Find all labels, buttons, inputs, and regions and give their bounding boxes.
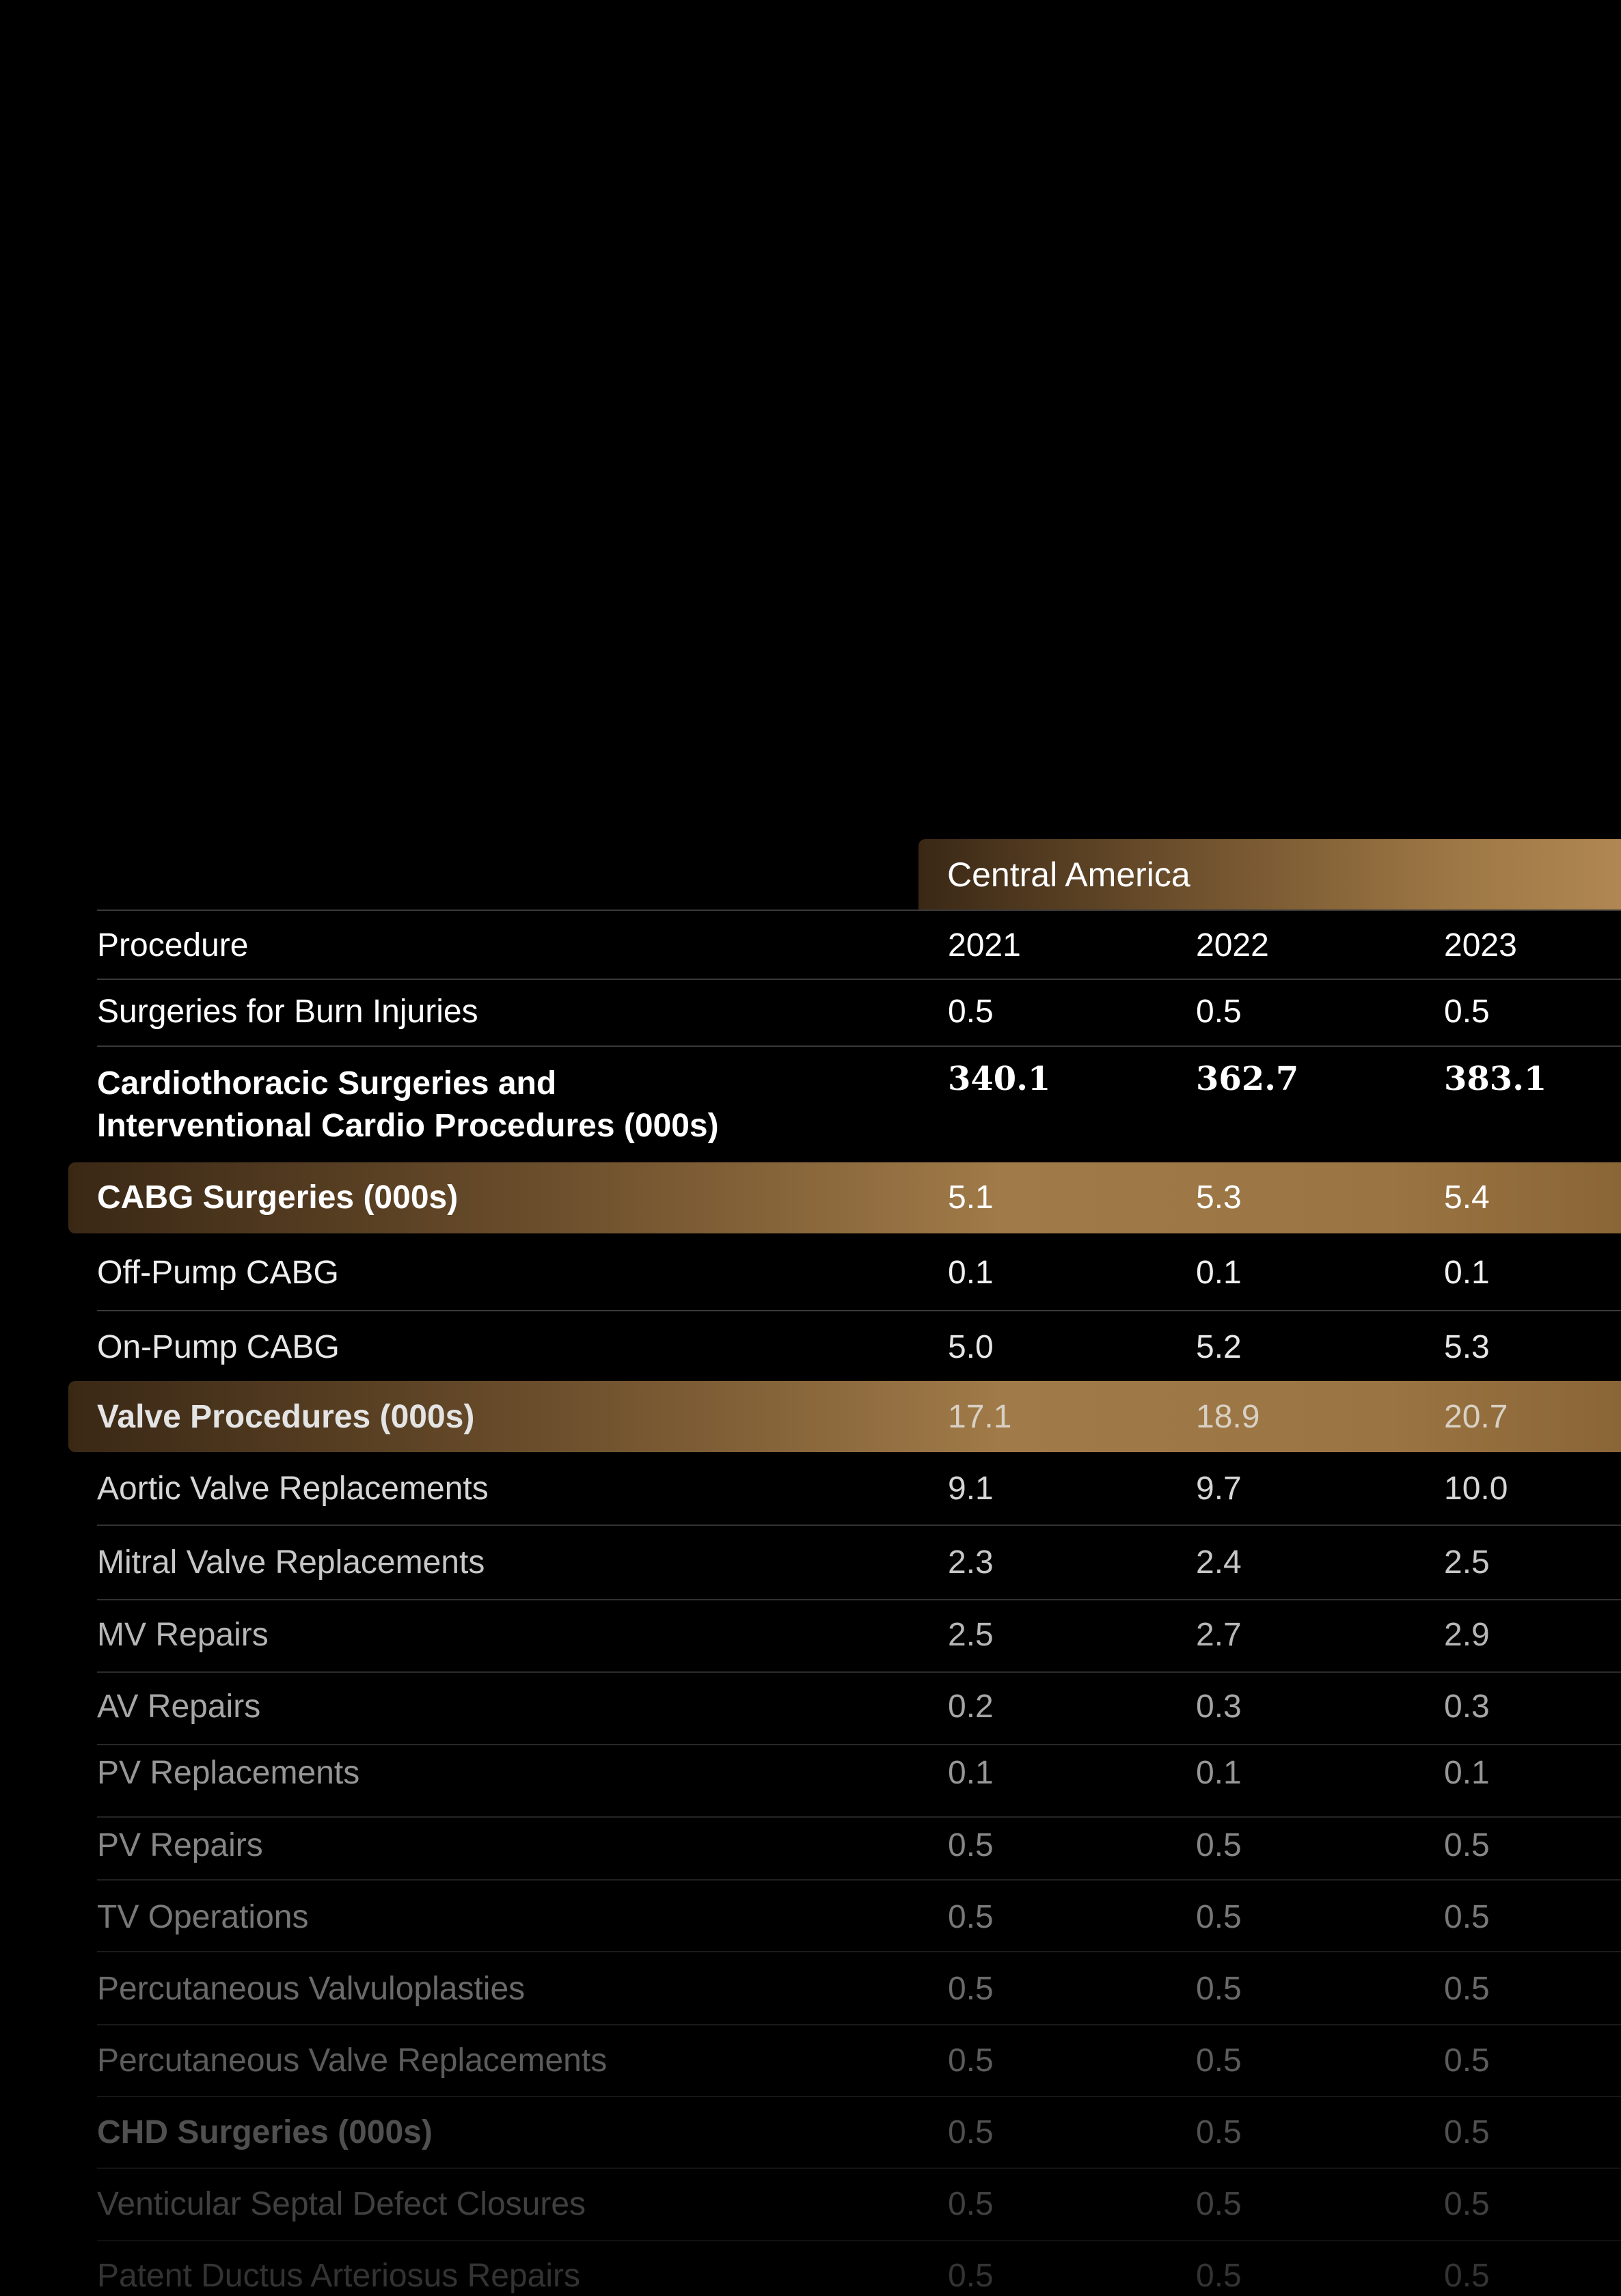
row-value-2021: 0.2 [948, 1689, 994, 1725]
row-value-2021: 2.3 [948, 1544, 994, 1581]
row-label: Percutaneous Valvuloplasties [97, 1971, 526, 2007]
row-value-2023: 0.1 [1444, 1255, 1490, 1291]
row-label: MV Repairs [97, 1617, 269, 1653]
row-value-2021: 5.0 [948, 1329, 994, 1365]
row-value-2021: 0.5 [948, 2258, 994, 2294]
row-label-line2: Interventional Cardio Procedures (000s) [97, 1108, 719, 1144]
procedure-header: Procedure [97, 927, 249, 964]
row-value-2023: 0.5 [1444, 1971, 1490, 2007]
row-label: Cardiothoracic Surgeries and Intervention… [97, 1063, 719, 1147]
divider [97, 1599, 1621, 1600]
row-value-2022: 0.5 [1196, 2258, 1242, 2294]
divider [97, 1744, 1621, 1745]
row-value-2023: 0.5 [1444, 2186, 1490, 2222]
row-value-2022: 0.3 [1196, 1689, 1242, 1725]
year-header-2022: 2022 [1196, 927, 1269, 964]
row-value-2021: 340.1 [948, 1060, 1051, 1098]
row-value-2021: 0.5 [948, 994, 994, 1030]
row-value-2022: 0.5 [1196, 2186, 1242, 2222]
row-value-2023: 5.4 [1444, 1179, 1490, 1216]
divider [97, 979, 1621, 980]
category-band [68, 1381, 1621, 1452]
row-value-2023: 0.5 [1444, 1827, 1490, 1863]
row-value-2022: 0.5 [1196, 1971, 1242, 2007]
row-value-2021: 17.1 [948, 1399, 1012, 1435]
divider [97, 2024, 1621, 2025]
row-value-2021: 0.1 [948, 1755, 994, 1791]
row-value-2021: 0.1 [948, 1255, 994, 1291]
row-value-2021: 2.5 [948, 1617, 994, 1653]
row-value-2022: 0.5 [1196, 2114, 1242, 2150]
row-label: Mitral Valve Replacements [97, 1544, 485, 1581]
row-label: Aortic Valve Replacements [97, 1471, 489, 1507]
divider [97, 1046, 1621, 1047]
divider [97, 1671, 1621, 1673]
row-label: Venticular Septal Defect Closures [97, 2186, 586, 2222]
row-label: PV Repairs [97, 1827, 263, 1863]
divider [97, 1879, 1621, 1881]
divider [97, 1310, 1621, 1311]
row-value-2022: 0.1 [1196, 1755, 1242, 1791]
row-label: On-Pump CABG [97, 1329, 340, 1365]
divider [97, 1525, 1621, 1526]
region-header: Central America [918, 839, 1621, 910]
row-label: CHD Surgeries (000s) [97, 2114, 433, 2150]
row-value-2022: 18.9 [1196, 1399, 1260, 1435]
row-value-2023: 0.5 [1444, 994, 1490, 1030]
row-value-2023: 0.3 [1444, 1689, 1490, 1725]
category-band [68, 1162, 1621, 1233]
row-value-2022: 9.7 [1196, 1471, 1242, 1507]
row-value-2022: 0.5 [1196, 1827, 1242, 1863]
row-value-2023: 2.5 [1444, 1544, 1490, 1581]
row-value-2021: 0.5 [948, 2114, 994, 2150]
row-value-2022: 362.7 [1196, 1060, 1299, 1098]
row-value-2021: 5.1 [948, 1179, 994, 1216]
row-label-line1: Cardiothoracic Surgeries and [97, 1065, 557, 1102]
row-value-2023: 383.1 [1444, 1060, 1547, 1098]
row-value-2022: 5.2 [1196, 1329, 1242, 1365]
row-value-2023: 0.5 [1444, 1899, 1490, 1935]
row-value-2023: 0.1 [1444, 1755, 1490, 1791]
row-value-2022: 2.7 [1196, 1617, 1242, 1653]
row-value-2022: 5.3 [1196, 1179, 1242, 1216]
row-value-2021: 9.1 [948, 1471, 994, 1507]
divider [97, 1951, 1621, 1952]
divider [97, 910, 1621, 911]
row-value-2023: 0.5 [1444, 2042, 1490, 2079]
row-value-2021: 0.5 [948, 1827, 994, 1863]
row-label: CABG Surgeries (000s) [97, 1179, 459, 1216]
row-value-2021: 0.5 [948, 1899, 994, 1935]
row-value-2021: 0.5 [948, 2042, 994, 2079]
row-value-2022: 0.5 [1196, 1899, 1242, 1935]
row-value-2021: 0.5 [948, 1971, 994, 2007]
divider [97, 2168, 1621, 2169]
row-value-2022: 0.5 [1196, 2042, 1242, 2079]
row-label: Off-Pump CABG [97, 1255, 339, 1291]
row-value-2023: 10.0 [1444, 1471, 1508, 1507]
row-value-2023: 0.5 [1444, 2114, 1490, 2150]
year-header-2021: 2021 [948, 927, 1021, 964]
row-label: TV Operations [97, 1899, 309, 1935]
row-value-2023: 0.5 [1444, 2258, 1490, 2294]
row-value-2022: 0.1 [1196, 1255, 1242, 1291]
row-label: Percutaneous Valve Replacements [97, 2042, 608, 2079]
row-label: PV Replacements [97, 1755, 360, 1791]
row-value-2021: 0.5 [948, 2186, 994, 2222]
row-value-2022: 2.4 [1196, 1544, 1242, 1581]
row-label: Patent Ductus Arteriosus Repairs [97, 2258, 580, 2294]
divider [97, 1816, 1621, 1818]
row-label: AV Repairs [97, 1689, 261, 1725]
row-value-2023: 2.9 [1444, 1617, 1490, 1653]
year-header-2023: 2023 [1444, 927, 1517, 964]
row-label: Surgeries for Burn Injuries [97, 994, 478, 1030]
region-label: Central America [947, 856, 1190, 894]
row-value-2023: 20.7 [1444, 1399, 1508, 1435]
divider [97, 2240, 1621, 2241]
row-label: Valve Procedures (000s) [97, 1399, 475, 1435]
row-value-2022: 0.5 [1196, 994, 1242, 1030]
row-value-2023: 5.3 [1444, 1329, 1490, 1365]
divider [97, 2096, 1621, 2097]
